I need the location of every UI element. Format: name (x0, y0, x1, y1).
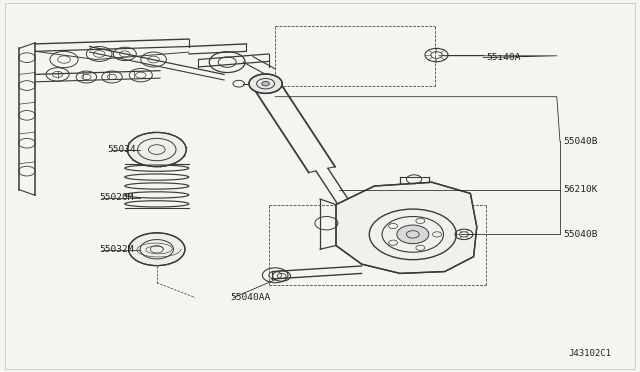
Circle shape (127, 132, 186, 167)
Circle shape (351, 230, 385, 250)
Circle shape (262, 81, 269, 86)
Text: 56210K: 56210K (563, 185, 598, 194)
Text: 55040B: 55040B (563, 137, 598, 146)
Circle shape (129, 233, 185, 266)
Circle shape (364, 238, 372, 242)
Circle shape (249, 74, 282, 93)
Text: 55020M: 55020M (99, 193, 134, 202)
Text: 55040B: 55040B (563, 230, 598, 239)
Text: 55032M: 55032M (99, 246, 134, 254)
Circle shape (397, 225, 429, 244)
Text: 55ı40A: 55ı40A (486, 53, 521, 62)
Text: J43102C1: J43102C1 (568, 349, 611, 358)
Polygon shape (336, 182, 477, 273)
Text: 55040AA: 55040AA (230, 293, 271, 302)
Text: 55034: 55034 (108, 145, 136, 154)
